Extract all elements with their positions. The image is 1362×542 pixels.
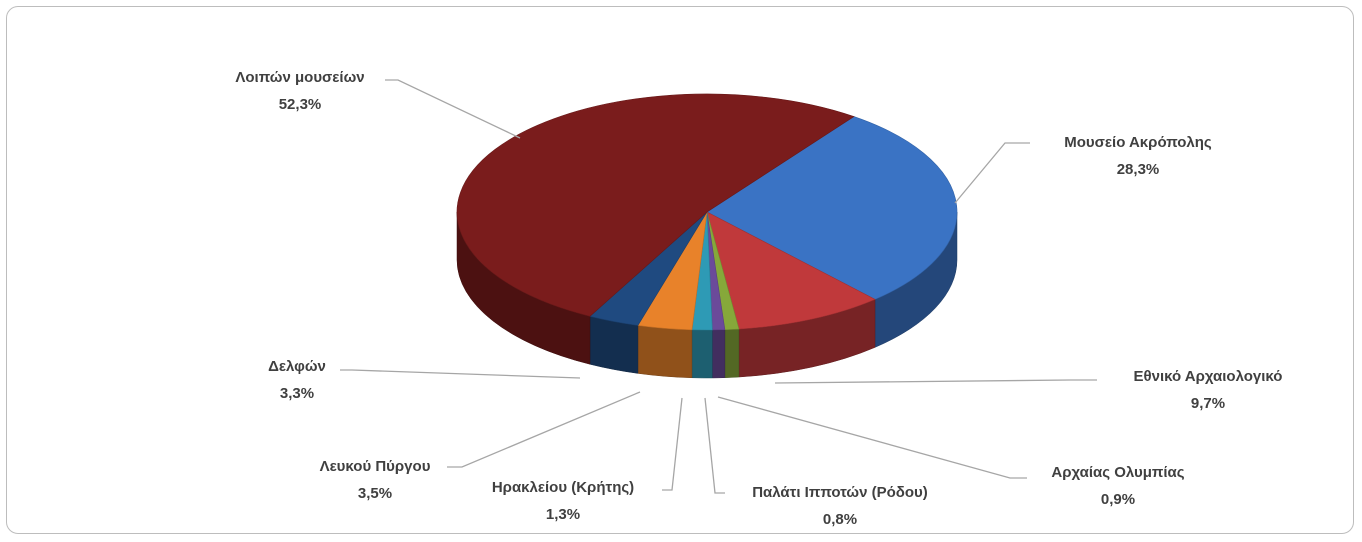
leader-line bbox=[954, 142, 1030, 204]
pie-tops bbox=[456, 93, 958, 331]
value-label: 0,9% bbox=[1101, 491, 1135, 508]
slice-side bbox=[637, 325, 693, 379]
value-label: 3,5% bbox=[358, 485, 392, 502]
slice-label: Παλάτι Ιπποτών (Ρόδου) bbox=[752, 484, 928, 501]
value-label: 0,8% bbox=[823, 511, 857, 528]
value-label: 3,3% bbox=[280, 385, 314, 402]
value-label: 28,3% bbox=[1117, 161, 1160, 178]
leader-line bbox=[447, 391, 641, 468]
leader-line bbox=[662, 397, 683, 491]
slice-side bbox=[712, 329, 726, 379]
slice-label: Ηρακλείου (Κρήτης) bbox=[492, 479, 634, 496]
leader-line bbox=[704, 397, 725, 494]
value-label: 1,3% bbox=[546, 506, 580, 523]
leader-line bbox=[385, 79, 521, 139]
slice-label: Αρχαίας Ολυμπίας bbox=[1051, 464, 1184, 481]
value-label: 52,3% bbox=[279, 96, 322, 113]
leader-line bbox=[340, 369, 581, 379]
slice-label: Εθνικό Αρχαιολογικό bbox=[1134, 368, 1283, 385]
leader-line bbox=[774, 379, 1097, 384]
slice-side bbox=[691, 329, 713, 379]
slice bbox=[706, 211, 876, 330]
slice-label: Μουσείο Ακρόπολης bbox=[1064, 134, 1212, 151]
chart-frame bbox=[6, 6, 1354, 534]
slice-side bbox=[589, 315, 639, 374]
slice-label: Λοιπών μουσείων bbox=[235, 69, 364, 86]
value-label: 9,7% bbox=[1191, 395, 1225, 412]
slice-label: Δελφών bbox=[268, 358, 326, 375]
slice-side bbox=[724, 328, 740, 378]
slice bbox=[706, 116, 958, 300]
slice-label: Λευκού Πύργου bbox=[320, 458, 431, 475]
leader-line bbox=[717, 396, 1027, 479]
slice bbox=[456, 93, 855, 317]
pie-sides bbox=[456, 211, 958, 379]
